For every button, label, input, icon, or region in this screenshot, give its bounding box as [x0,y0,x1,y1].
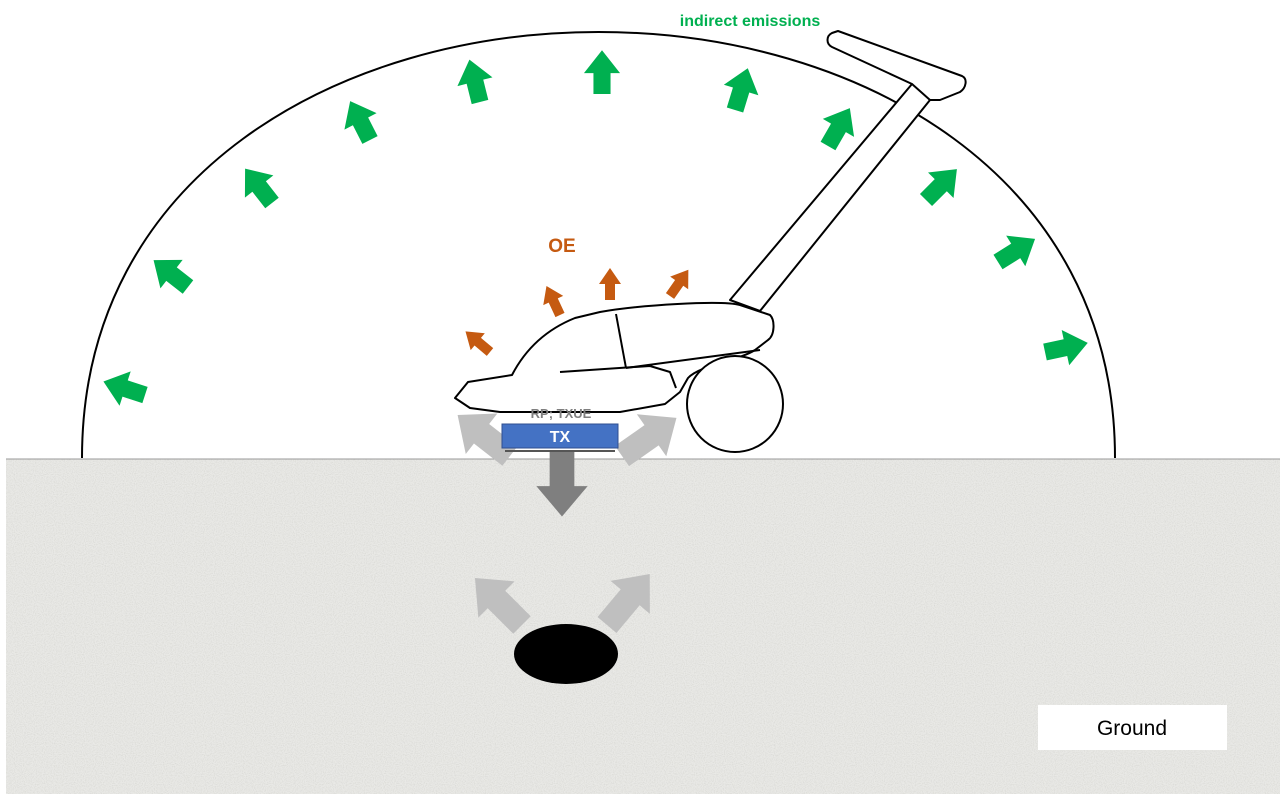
oe-arrow-2 [536,281,570,320]
green-arrow-4 [334,92,387,149]
oe-arrow-4 [660,263,698,303]
green-arrow-2 [142,245,200,302]
buried-object-icon [514,624,618,684]
oe-label: OE [548,236,575,257]
green-arrow-8 [812,99,866,156]
device-wheel [686,355,784,453]
green-arrow-6 [583,50,621,94]
ground-area [6,458,1280,794]
green-arrow-3 [230,157,287,215]
tx-label: TX [550,429,571,446]
green-arrow-9 [913,156,970,213]
indirect-emissions-label: indirect emissions [680,13,821,30]
ground-label-box [1038,705,1227,750]
green-arrow-5 [451,55,498,107]
tx-box [501,423,619,449]
ground-label: Ground [1097,717,1167,740]
green-arrow-7 [717,62,766,116]
emission-boundary-dome [81,31,1116,459]
green-arrow-11 [1041,325,1092,370]
oe-arrow-1 [458,323,498,361]
rp-txue-label: RP; TXUE [531,406,592,421]
oe-arrow-3 [599,268,621,300]
walk-behind-detector-device-icon [454,30,967,453]
device-handle [729,30,967,312]
green-arrow-1 [97,364,151,413]
green-arrow-10 [988,223,1045,278]
